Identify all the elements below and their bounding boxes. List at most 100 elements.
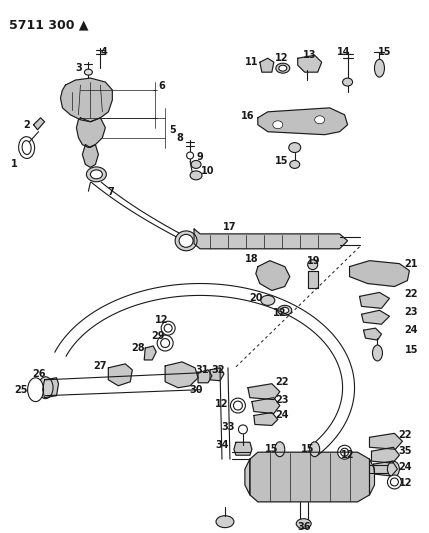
Ellipse shape — [310, 442, 320, 457]
Text: 17: 17 — [223, 222, 237, 232]
Ellipse shape — [276, 63, 290, 73]
Text: 22: 22 — [405, 289, 418, 300]
Ellipse shape — [281, 308, 289, 313]
Text: 28: 28 — [131, 343, 145, 353]
Polygon shape — [372, 447, 399, 463]
Text: 5711 300 ▲: 5711 300 ▲ — [9, 19, 88, 31]
Text: 15: 15 — [301, 444, 314, 454]
Text: 5: 5 — [169, 125, 175, 135]
Text: 31: 31 — [195, 365, 209, 375]
Text: 36: 36 — [297, 522, 311, 531]
Polygon shape — [360, 293, 390, 308]
Ellipse shape — [187, 152, 193, 159]
Ellipse shape — [315, 116, 325, 124]
Ellipse shape — [239, 425, 248, 434]
Text: 16: 16 — [241, 111, 255, 121]
Polygon shape — [234, 442, 252, 455]
Polygon shape — [256, 261, 290, 290]
Ellipse shape — [296, 519, 311, 529]
Ellipse shape — [233, 401, 242, 410]
Text: 24: 24 — [275, 410, 289, 421]
Polygon shape — [210, 368, 224, 381]
Text: 7: 7 — [107, 187, 114, 197]
Text: 3: 3 — [75, 63, 82, 73]
Polygon shape — [308, 271, 317, 288]
Text: 32: 32 — [211, 365, 225, 375]
Ellipse shape — [27, 378, 44, 401]
Text: 10: 10 — [201, 166, 215, 176]
Text: 13: 13 — [303, 50, 317, 60]
Ellipse shape — [273, 121, 283, 128]
Ellipse shape — [375, 59, 384, 77]
Ellipse shape — [175, 231, 197, 251]
Text: 24: 24 — [399, 462, 412, 472]
Text: 15: 15 — [378, 47, 391, 57]
Ellipse shape — [290, 160, 300, 168]
Text: 27: 27 — [94, 361, 107, 371]
Ellipse shape — [230, 398, 245, 413]
Text: 20: 20 — [249, 293, 263, 303]
Text: 12: 12 — [341, 450, 354, 460]
Polygon shape — [250, 452, 369, 502]
Ellipse shape — [279, 65, 287, 71]
Text: 15: 15 — [265, 444, 278, 454]
Ellipse shape — [38, 377, 53, 399]
Ellipse shape — [261, 295, 275, 305]
Text: 6: 6 — [159, 81, 166, 91]
Ellipse shape — [343, 78, 353, 86]
Ellipse shape — [278, 305, 292, 315]
Polygon shape — [252, 398, 280, 414]
Text: 14: 14 — [337, 47, 350, 57]
Polygon shape — [254, 413, 278, 425]
Ellipse shape — [275, 442, 285, 457]
Text: 26: 26 — [32, 369, 45, 379]
Ellipse shape — [338, 445, 351, 459]
Polygon shape — [245, 459, 250, 495]
Text: 4: 4 — [101, 47, 108, 57]
Polygon shape — [260, 58, 274, 72]
Text: 19: 19 — [307, 256, 320, 265]
Polygon shape — [144, 346, 156, 360]
Ellipse shape — [387, 461, 399, 477]
Polygon shape — [363, 328, 381, 340]
Polygon shape — [60, 78, 112, 122]
Polygon shape — [165, 362, 198, 387]
Polygon shape — [248, 384, 280, 400]
Text: 8: 8 — [177, 133, 184, 143]
Polygon shape — [33, 118, 45, 130]
Text: 9: 9 — [196, 152, 203, 163]
Ellipse shape — [164, 324, 172, 332]
Text: 33: 33 — [221, 423, 235, 432]
Ellipse shape — [161, 321, 175, 335]
Text: 12: 12 — [215, 399, 229, 409]
Text: 11: 11 — [245, 57, 259, 67]
Ellipse shape — [157, 335, 173, 351]
Text: 34: 34 — [215, 440, 229, 450]
Ellipse shape — [179, 235, 193, 247]
Polygon shape — [369, 433, 402, 449]
Ellipse shape — [86, 167, 106, 182]
Text: 21: 21 — [405, 259, 418, 269]
Ellipse shape — [372, 345, 383, 361]
Text: 23: 23 — [405, 308, 418, 317]
Polygon shape — [298, 55, 322, 72]
Text: 30: 30 — [189, 385, 203, 395]
Text: 2: 2 — [23, 120, 30, 130]
Text: 25: 25 — [14, 385, 27, 395]
Text: 1: 1 — [11, 159, 18, 169]
Text: 15: 15 — [275, 157, 289, 166]
Text: 22: 22 — [399, 430, 412, 440]
Ellipse shape — [161, 338, 169, 348]
Polygon shape — [374, 461, 397, 476]
Polygon shape — [362, 310, 390, 324]
Text: 29: 29 — [151, 331, 165, 341]
Polygon shape — [109, 364, 132, 386]
Ellipse shape — [85, 69, 92, 75]
Text: 22: 22 — [275, 377, 289, 387]
Ellipse shape — [91, 170, 103, 179]
Ellipse shape — [191, 160, 201, 168]
Text: 15: 15 — [405, 345, 418, 355]
Polygon shape — [42, 378, 58, 398]
Text: 12: 12 — [275, 53, 289, 63]
Text: 12: 12 — [273, 308, 287, 318]
